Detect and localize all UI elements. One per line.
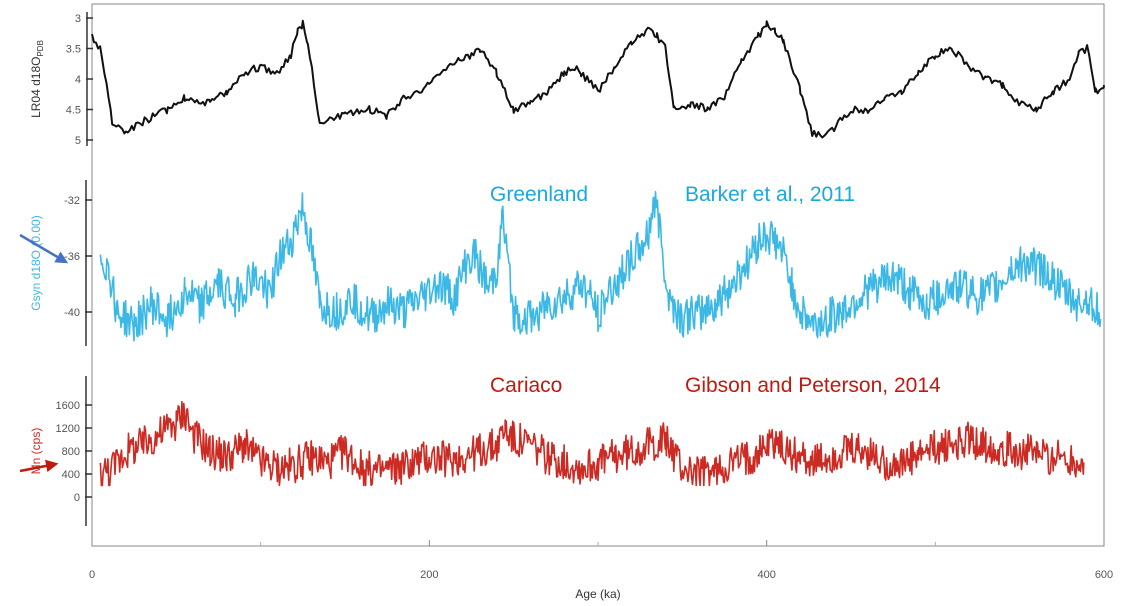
lr04-y-axis-label: LR04 d18OPDB bbox=[29, 40, 45, 118]
annotation-cariaco: Cariaco bbox=[490, 374, 562, 397]
x-tick-label: 600 bbox=[1095, 569, 1113, 581]
series-layer bbox=[91, 19, 1105, 487]
annotation-greenland: Greenland bbox=[490, 183, 588, 206]
cariaco-y-tick-label: 800 bbox=[62, 446, 80, 458]
lr04-y-tick-label: 5 bbox=[75, 135, 81, 147]
arrow-red bbox=[19, 459, 59, 473]
cariaco-y-tick-label: 1200 bbox=[56, 423, 80, 435]
lr04-y-tick-label: 4 bbox=[75, 74, 81, 86]
annotation-barker: Barker et al., 2011 bbox=[685, 183, 855, 206]
lr04-y-tick-label: 3.5 bbox=[66, 44, 81, 56]
lr04-y-tick-label: 4.5 bbox=[66, 105, 81, 117]
lr04-series-line bbox=[91, 19, 1105, 139]
greenland-series-line bbox=[99, 191, 1102, 342]
cariaco-y-tick-label: 0 bbox=[74, 492, 80, 504]
x-axis-label: Age (ka) bbox=[575, 587, 620, 601]
arrow-blue bbox=[19, 233, 69, 264]
cariaco-series-line bbox=[99, 400, 1085, 487]
lr04-y-tick-label: 3 bbox=[75, 13, 81, 25]
x-tick-label: 0 bbox=[89, 569, 95, 581]
cariaco-y-axis-label: Mn (cps) bbox=[29, 428, 43, 475]
x-tick-label: 400 bbox=[757, 569, 775, 581]
greenland-y-tick-label: -40 bbox=[64, 307, 80, 319]
cariaco-y-tick-label: 1600 bbox=[56, 400, 80, 412]
greenland-y-tick-label: -32 bbox=[64, 195, 80, 207]
x-tick-label: 200 bbox=[420, 569, 438, 581]
cariaco-y-tick-label: 400 bbox=[62, 469, 80, 481]
greenland-y-axis-label: Gsyn d18O (0.00) bbox=[29, 215, 43, 310]
greenland-y-tick-label: -36 bbox=[64, 251, 80, 263]
annotation-gibson: Gibson and Peterson, 2014 bbox=[685, 374, 941, 397]
axes-layer: 0 200 400 600 Age (ka) 3 3.5 4 4.5 5 LR04 d18OPDB -… bbox=[29, 12, 1113, 601]
